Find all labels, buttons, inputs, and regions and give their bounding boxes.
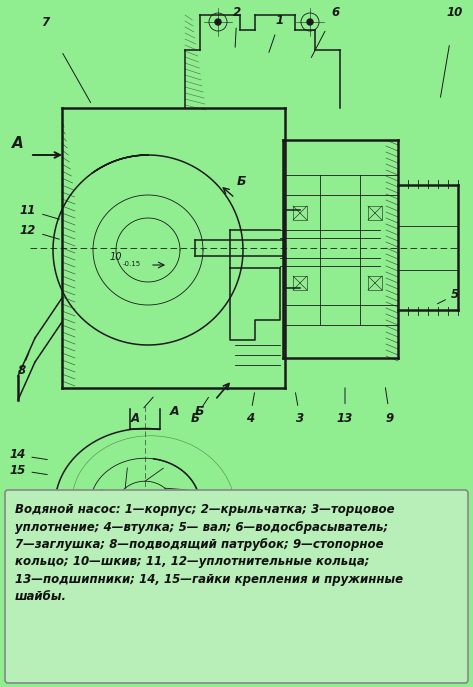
Text: 4: 4 — [246, 412, 254, 425]
Text: 10: 10 — [447, 5, 463, 19]
Text: А: А — [131, 412, 140, 425]
Text: -0.15: -0.15 — [123, 261, 141, 267]
Text: 8: 8 — [18, 363, 26, 376]
Text: Б: Б — [195, 405, 204, 418]
Text: Б: Б — [191, 412, 200, 425]
Circle shape — [307, 19, 313, 25]
Text: 15: 15 — [10, 464, 26, 477]
Text: 6: 6 — [331, 5, 339, 19]
Text: 1: 1 — [276, 14, 284, 27]
Text: 12: 12 — [20, 223, 36, 236]
Bar — [368, 206, 382, 220]
Text: 9: 9 — [386, 412, 394, 425]
Text: А: А — [170, 405, 180, 418]
Bar — [368, 276, 382, 290]
Text: 11: 11 — [20, 203, 36, 216]
Bar — [293, 206, 307, 220]
Text: 7: 7 — [41, 16, 49, 28]
Text: Водяной насос: 1—корпус; 2—крыльчатка; 3—торцовое
уплотнение; 4—втулка; 5— вал; : Водяной насос: 1—корпус; 2—крыльчатка; 3… — [15, 503, 403, 603]
Bar — [293, 276, 307, 290]
Circle shape — [215, 19, 221, 25]
Text: 14: 14 — [10, 449, 26, 462]
Text: 10: 10 — [110, 252, 123, 262]
Text: Б: Б — [237, 175, 246, 188]
Text: 13: 13 — [337, 412, 353, 425]
Text: 2: 2 — [233, 5, 241, 19]
Text: А: А — [12, 136, 24, 151]
Text: 3: 3 — [296, 412, 304, 425]
Text: 5: 5 — [451, 289, 459, 302]
FancyBboxPatch shape — [5, 490, 468, 683]
